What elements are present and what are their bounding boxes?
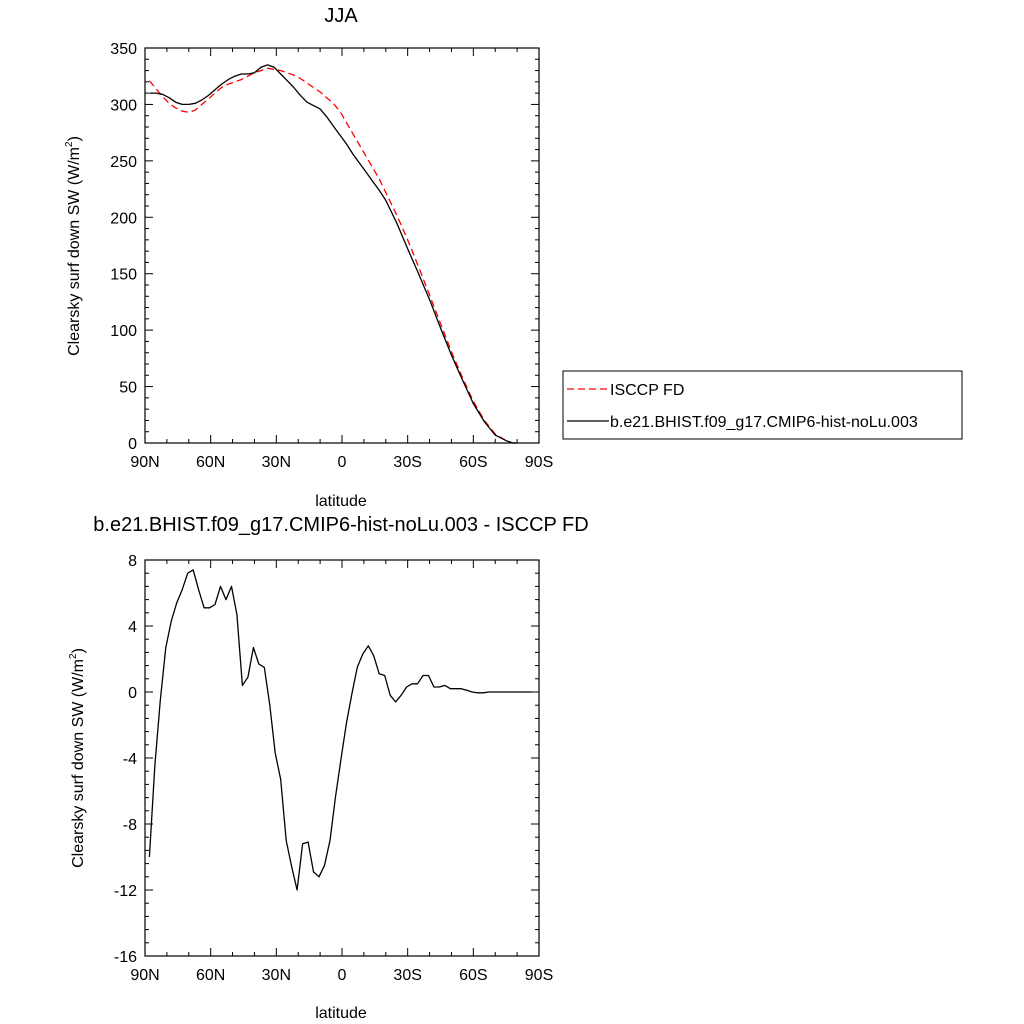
top-ytick-label: 0: [128, 436, 137, 453]
chart-bottom-plot-frame: [144, 559, 540, 957]
bottom-xtick-label: 30N: [262, 967, 291, 984]
legend: ISCCP FD b.e21.BHIST.f09_g17.CMIP6-hist-…: [562, 370, 963, 440]
chart-bottom: b.e21.BHIST.f09_g17.CMIP6-hist-noLu.003 …: [68, 514, 589, 1022]
top-xtick-label: 30N: [262, 454, 291, 471]
chart-top-title: JJA: [324, 5, 358, 27]
chart-bottom-ylabel: Clearsky surf down SW (W/m2): [68, 648, 87, 868]
bottom-xtick-label: 90S: [525, 967, 553, 984]
bottom-ytick-label: -16: [114, 949, 137, 966]
top-xtick-label: 90S: [525, 454, 553, 471]
top-ytick-label: 350: [110, 41, 137, 58]
top-ytick-label: 50: [119, 380, 137, 397]
bottom-ytick-label: -8: [123, 817, 137, 834]
bottom-xtick-label: 30S: [393, 967, 421, 984]
chart-bottom-xlabel: latitude: [315, 1005, 367, 1022]
top-ytick-label: 250: [110, 154, 137, 171]
bottom-xtick-label: 90N: [130, 967, 159, 984]
bottom-ytick-label: 0: [128, 685, 137, 702]
chart-top-ylabel-sup: 2: [64, 141, 75, 147]
top-series-line-0: [148, 67, 518, 444]
bottom-series-line-0: [148, 569, 533, 891]
top-xtick-label: 60S: [459, 454, 487, 471]
legend-box: [562, 370, 963, 440]
chart-bottom-ylabel-end: ): [70, 648, 87, 653]
chart-top-axes: 90N 60N 30N 0 30S 60S 90S 0 50 100 150 200 250 300 350: [110, 41, 553, 471]
top-xtick-label: 60N: [196, 454, 225, 471]
chart-top-ylabel: Clearsky surf down SW (W/m2): [64, 136, 83, 356]
chart-bottom-title: b.e21.BHIST.f09_g17.CMIP6-hist-noLu.003 …: [93, 514, 588, 536]
top-ytick-label: 100: [110, 323, 137, 340]
chart-bottom-axes: 90N 60N 30N 0 30S 60S 90S 8 4 0 -4 -8 -12 -16: [114, 553, 553, 984]
legend-label-model: b.e21.BHIST.f09_g17.CMIP6-hist-noLu.003: [610, 414, 918, 431]
top-xtick-label: 0: [338, 454, 347, 471]
top-ytick-label: 200: [110, 210, 137, 227]
top-ytick-label: 150: [110, 267, 137, 284]
top-series-line-1: [149, 64, 518, 444]
top-xtick-label: 30S: [393, 454, 421, 471]
bottom-xtick-label: 60S: [459, 967, 487, 984]
top-xtick-label: 90N: [130, 454, 159, 471]
chart-top: JJA 90N 60N 30N 0 30S 60S 90S 0 50 100 150 200 250 30…: [64, 5, 963, 510]
legend-label-isccp: ISCCP FD: [610, 382, 684, 399]
bottom-xtick-label: 0: [338, 967, 347, 984]
chart-bottom-ylabel-sup: 2: [68, 653, 79, 659]
chart-bottom-ylabel-main: Clearsky surf down SW (W/m: [70, 659, 87, 868]
chart-top-ylabel-main: Clearsky surf down SW (W/m: [66, 147, 83, 356]
bottom-ytick-label: -4: [123, 751, 137, 768]
bottom-ytick-label: 4: [128, 619, 137, 636]
bottom-xtick-label: 60N: [196, 967, 225, 984]
chart-bottom-series-layer: [148, 569, 533, 891]
bottom-ytick-label: -12: [114, 883, 137, 900]
chart-top-series-layer: [148, 64, 518, 444]
bottom-ytick-label: 8: [128, 553, 137, 570]
chart-top-plot-frame: [144, 47, 540, 444]
chart-top-ylabel-end: ): [66, 136, 83, 141]
top-ytick-label: 300: [110, 97, 137, 114]
chart-top-xlabel: latitude: [315, 493, 367, 510]
